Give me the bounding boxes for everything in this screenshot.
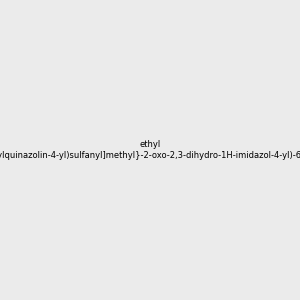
Text: ethyl 6-(5-{[(2-methylquinazolin-4-yl)sulfanyl]methyl}-2-oxo-2,3-dihydro-1H-imid: ethyl 6-(5-{[(2-methylquinazolin-4-yl)su… xyxy=(0,140,300,160)
